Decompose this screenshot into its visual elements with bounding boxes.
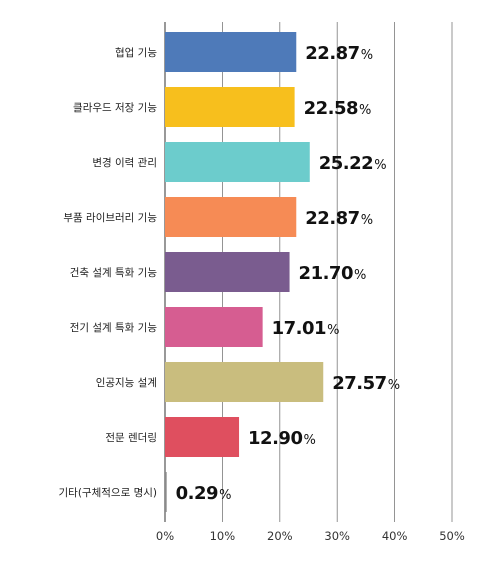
value-label: 17.01% bbox=[272, 318, 340, 339]
value-labels: 22.87% 22.58% 25.22% 22.87% 21.70% 17.01% 27.5… bbox=[176, 43, 400, 504]
category-label: 부품 라이브러리 기능 bbox=[63, 212, 157, 224]
bar bbox=[165, 87, 295, 127]
bar bbox=[165, 142, 310, 182]
bar bbox=[165, 32, 297, 72]
bar bbox=[165, 252, 290, 292]
bar bbox=[165, 472, 167, 512]
x-tick-label: 0% bbox=[156, 529, 174, 543]
value-label: 22.58% bbox=[304, 98, 372, 119]
x-tick-label: 40% bbox=[382, 529, 408, 543]
x-tick-label: 30% bbox=[324, 529, 350, 543]
value-label: 21.70% bbox=[299, 263, 367, 284]
bar bbox=[165, 417, 240, 457]
bar bbox=[165, 307, 263, 347]
value-label: 27.57% bbox=[332, 373, 400, 394]
x-tick-label: 10% bbox=[210, 529, 236, 543]
x-tick-label: 20% bbox=[267, 529, 293, 543]
category-label: 변경 이력 관리 bbox=[92, 156, 157, 169]
category-label: 협업 기능 bbox=[115, 46, 157, 59]
bars bbox=[165, 32, 324, 512]
value-label: 25.22% bbox=[319, 153, 387, 174]
category-label: 전기 설계 특화 기능 bbox=[70, 322, 158, 334]
x-tick-label: 50% bbox=[439, 529, 465, 543]
category-label: 전문 렌더링 bbox=[105, 432, 157, 444]
category-label: 건축 설계 특화 기능 bbox=[70, 267, 158, 279]
bar bbox=[165, 197, 297, 237]
x-axis-ticks: 0% 10% 20% 30% 40% 50% bbox=[156, 529, 465, 543]
bar bbox=[165, 362, 324, 402]
value-label: 22.87% bbox=[305, 208, 373, 229]
value-label: 12.90% bbox=[248, 428, 316, 449]
value-label: 22.87% bbox=[305, 43, 373, 64]
category-label: 기타(구체적으로 명시) bbox=[59, 487, 157, 499]
category-label: 클라우드 저장 기능 bbox=[73, 102, 157, 114]
value-label: 0.29% bbox=[176, 483, 232, 504]
category-label: 인공지능 설계 bbox=[96, 377, 157, 389]
